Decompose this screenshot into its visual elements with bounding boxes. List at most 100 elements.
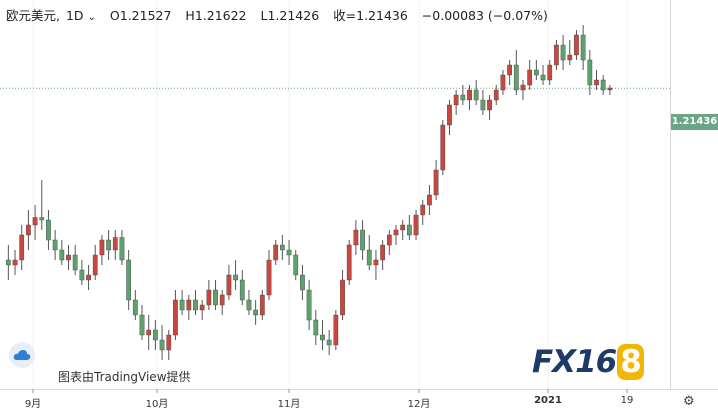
candle-up	[340, 279, 345, 316]
candle-down	[326, 339, 332, 346]
candle-down	[132, 299, 138, 316]
candle-up	[420, 204, 426, 216]
candle-down	[253, 309, 259, 316]
candle-up	[400, 224, 406, 231]
candle-up	[507, 64, 512, 76]
candle-down	[293, 254, 299, 276]
candle-up	[186, 299, 192, 311]
candle-down	[39, 217, 45, 221]
x-tick-label: 19	[620, 395, 634, 406]
x-tick-label: 12月	[407, 399, 431, 410]
candle-up	[413, 214, 419, 236]
candle-up	[353, 229, 359, 246]
candle-up	[219, 294, 225, 306]
candle-up	[259, 294, 265, 316]
candle-up	[32, 217, 38, 226]
chevron-down-icon: ⌄	[87, 12, 96, 23]
candle-down	[46, 219, 51, 241]
candle-up	[206, 289, 212, 306]
candle-down	[106, 239, 111, 251]
candle-down	[320, 334, 325, 341]
symbol-name[interactable]: 欧元美元,	[6, 8, 60, 23]
logo-text: FX16	[532, 344, 617, 380]
x-tick-label: 2021	[534, 395, 562, 406]
candle-up	[527, 69, 533, 86]
candle-up	[92, 254, 98, 276]
candle-down	[540, 74, 546, 81]
candle-down	[480, 99, 486, 111]
candle-down	[213, 289, 218, 306]
candle-up	[273, 244, 279, 261]
candle-down	[239, 279, 245, 301]
candle-up	[594, 79, 599, 86]
candle-down	[366, 249, 372, 266]
tradingview-credit[interactable]: 图表由TradingView提供	[58, 370, 191, 384]
change-value: −0.00083 (−0.07%)	[421, 8, 548, 23]
candle-down	[52, 239, 58, 251]
candle-down	[153, 329, 158, 341]
candle-down	[119, 237, 125, 261]
candle-up	[386, 234, 392, 246]
candle-down	[600, 79, 606, 91]
candle-down	[580, 34, 586, 61]
candle-up	[393, 229, 399, 236]
candle-down	[5, 259, 11, 266]
candle-up	[607, 87, 613, 91]
candle-down	[587, 59, 593, 86]
current-price-tag: 1.21436	[671, 114, 718, 130]
interval-label: 1D	[65, 8, 84, 23]
low-value: L1.21426	[260, 8, 320, 23]
tradingview-cloud-icon[interactable]	[9, 342, 35, 368]
candle-up	[19, 234, 25, 261]
candle-up	[547, 64, 553, 81]
candle-down	[59, 249, 65, 261]
candle-down	[126, 259, 132, 301]
candle-up	[112, 237, 118, 251]
candle-down	[306, 289, 312, 321]
ohlc-header: 欧元美元, 1D ⌄ O1.21527 H1.21622 L1.21426 收=…	[6, 5, 558, 24]
candle-down	[246, 299, 252, 311]
candle-down	[286, 249, 292, 256]
candle-down	[533, 69, 539, 76]
candle-up	[427, 194, 432, 206]
candle-up	[487, 99, 492, 111]
candle-up	[440, 124, 446, 171]
candle-down	[193, 299, 198, 311]
candle-up	[266, 259, 272, 296]
candle-down	[513, 64, 519, 91]
candle-up	[447, 104, 452, 126]
candle-up	[433, 169, 439, 196]
candle-up	[567, 54, 573, 61]
cloud-icon	[13, 350, 31, 360]
candle-up	[574, 34, 579, 56]
open-value: O1.21527	[109, 8, 172, 23]
candle-down	[72, 254, 78, 271]
gear-icon[interactable]: ⚙	[683, 394, 695, 409]
candle-down	[179, 299, 185, 311]
x-tick-label: 10月	[145, 399, 169, 410]
interval-selector[interactable]: 1D ⌄	[66, 8, 96, 23]
candle-up	[226, 274, 232, 296]
candle-up	[333, 314, 339, 346]
candle-up	[199, 304, 205, 311]
candle-down	[300, 274, 305, 291]
candles-group	[5, 25, 613, 360]
x-tick-label: 11月	[277, 399, 301, 410]
candle-down	[313, 319, 319, 336]
candle-up	[500, 74, 506, 91]
candle-down	[473, 89, 479, 101]
candle-down	[560, 44, 566, 61]
candle-up	[493, 89, 499, 101]
candle-up	[66, 254, 71, 261]
logo-digit: 8	[617, 344, 644, 380]
candle-down	[159, 339, 165, 351]
high-value: H1.21622	[185, 8, 247, 23]
candle-up	[467, 89, 472, 101]
fx168-logo: FX16 8	[532, 344, 644, 380]
candle-up	[554, 44, 559, 66]
candle-up	[173, 299, 178, 336]
candle-down	[460, 94, 466, 101]
candle-down	[233, 274, 238, 281]
chart-grid	[32, 0, 628, 389]
